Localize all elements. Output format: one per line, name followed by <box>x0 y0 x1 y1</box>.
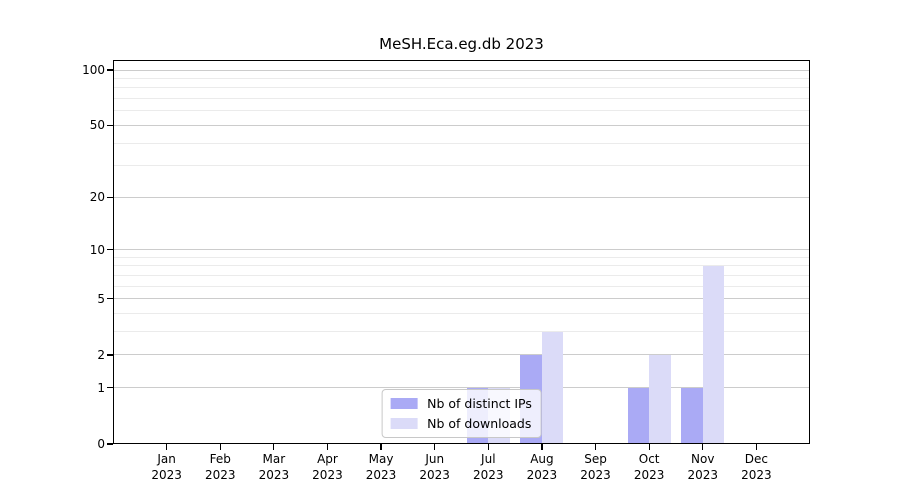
x-tick-label: Feb 2023 <box>204 452 236 482</box>
x-tick-mark <box>434 444 436 450</box>
x-tick-label: Nov 2023 <box>687 452 719 482</box>
x-tick-mark <box>487 444 489 450</box>
x-tick-label: Dec 2023 <box>741 452 772 482</box>
x-tick-mark <box>219 444 221 450</box>
x-tick-mark <box>702 444 704 450</box>
y-gridline-minor <box>113 165 810 167</box>
y-tick-mark <box>107 69 113 71</box>
x-tick-label: May 2023 <box>365 452 397 482</box>
bar-downloads-aug <box>541 331 564 444</box>
y-tick-label: 10 <box>89 242 105 257</box>
y-tick-label: 1 <box>97 380 105 395</box>
y-tick-label: 50 <box>89 118 105 133</box>
x-tick-label: Aug 2023 <box>526 452 558 482</box>
y-tick-label: 5 <box>97 291 105 306</box>
x-tick-label: Sep 2023 <box>580 452 611 482</box>
bar-ips-nov <box>681 387 703 444</box>
x-tick-mark <box>380 444 382 450</box>
y-gridline-minor <box>113 98 810 100</box>
y-gridline-minor <box>113 274 810 276</box>
legend-item-distinct-ips: Nb of distinct IPs <box>390 395 532 412</box>
y-gridline-minor <box>113 313 810 315</box>
legend-item-downloads: Nb of downloads <box>390 415 532 432</box>
x-tick-mark <box>273 444 275 450</box>
y-gridline-major <box>113 196 810 198</box>
legend-label-distinct-ips: Nb of distinct IPs <box>427 396 532 411</box>
y-gridline-major <box>113 69 810 71</box>
x-tick-mark <box>594 444 597 450</box>
y-gridline-minor <box>113 77 810 79</box>
x-tick-label: Jun 2023 <box>419 452 450 482</box>
y-gridline-minor <box>113 256 810 258</box>
x-tick-label: Jul 2023 <box>473 452 504 482</box>
bar-downloads-oct <box>649 354 671 444</box>
y-tick-mark <box>107 354 113 356</box>
bar-downloads-nov <box>702 265 725 444</box>
y-gridline-major <box>113 387 810 389</box>
y-gridline-minor <box>113 142 810 144</box>
y-tick-mark <box>107 196 113 198</box>
x-tick-label: Mar 2023 <box>258 452 290 482</box>
x-tick-label: Jan 2023 <box>151 452 182 482</box>
y-gridline-major <box>113 124 810 126</box>
x-tick-mark <box>541 444 543 450</box>
y-gridline-minor <box>113 87 810 89</box>
x-tick-mark <box>326 444 329 450</box>
y-tick-mark <box>107 124 113 127</box>
y-tick-mark <box>107 249 113 251</box>
y-tick-mark <box>107 298 113 300</box>
chart-title: MeSH.Eca.eg.db 2023 <box>379 35 544 53</box>
y-gridline-minor <box>113 110 810 112</box>
legend-swatch-downloads <box>390 418 418 429</box>
bar-ips-oct <box>627 387 650 444</box>
legend: Nb of distinct IPs Nb of downloads <box>381 389 542 438</box>
y-tick-label: 100 <box>82 63 105 77</box>
y-gridline-major <box>113 298 810 300</box>
x-tick-label: Apr 2023 <box>312 452 343 482</box>
legend-label-downloads: Nb of downloads <box>427 416 532 431</box>
y-tick-mark <box>107 387 113 389</box>
y-gridline-minor <box>113 331 810 333</box>
y-gridline-major <box>113 249 810 251</box>
y-tick-label: 2 <box>97 347 105 362</box>
y-gridline-major <box>113 354 810 356</box>
x-tick-mark <box>755 444 758 450</box>
legend-swatch-distinct-ips <box>390 398 418 409</box>
plot-area: 100 50 20 10 5 2 1 0 Jan 2023 Feb 2023 Mar 2023 Apr 202… <box>82 60 810 482</box>
y-tick-label: 20 <box>89 190 105 205</box>
x-tick-mark <box>165 444 168 450</box>
x-tick-mark <box>648 444 650 450</box>
y-tick-mark <box>107 443 113 445</box>
y-gridline-minor <box>113 265 810 267</box>
x-tick-label: Oct 2023 <box>633 452 665 482</box>
y-gridline-minor <box>113 285 810 287</box>
y-tick-label: 0 <box>97 437 105 451</box>
